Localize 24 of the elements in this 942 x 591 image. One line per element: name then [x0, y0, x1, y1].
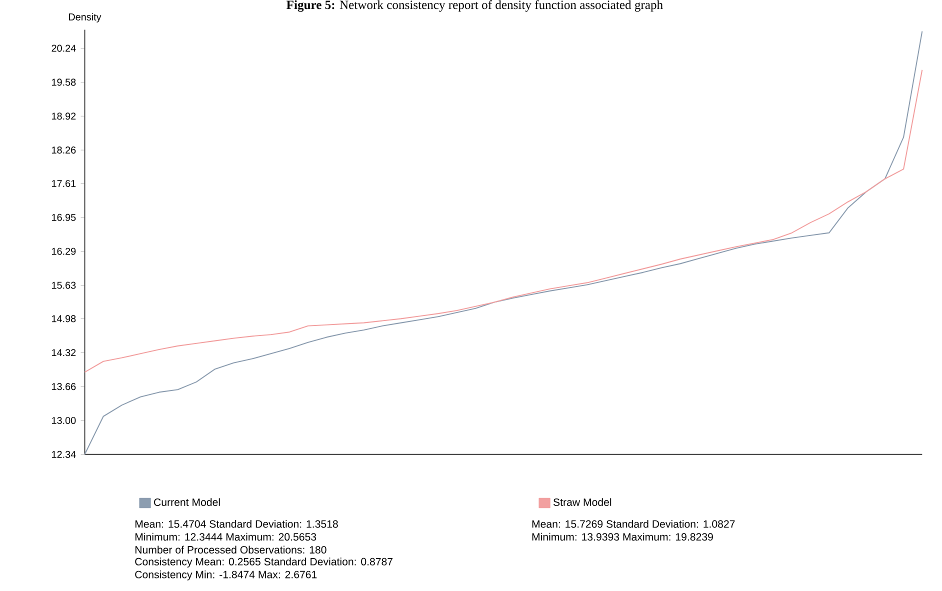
- text: Mean: 15.7269 Standard Deviation: 1.0827: [532, 520, 735, 528]
- y-tick-label: 14.32: [52, 348, 76, 356]
- y-tick-label: 13.00: [52, 416, 76, 424]
- text: Number of Processed Observations: 180: [135, 546, 326, 554]
- text: Minimum: 12.3444 Maximum: 20.5653: [135, 532, 316, 540]
- legend-label: Straw Model: [553, 498, 612, 506]
- y-axis-title: Density: [69, 13, 102, 22]
- y-tick-label: 13.66: [52, 382, 76, 390]
- y-tick-label: 16.29: [52, 248, 76, 255]
- text: Consistency Min: -1.8474 Max: 2.6761: [135, 570, 317, 580]
- chart-title: Figure 5: Network consistency report of density function associated graph: [286, 0, 663, 12]
- y-tick-label: 19.58: [52, 78, 76, 86]
- text: Consistency Mean: 0.2565 Standard Deviation: 0.8787: [135, 557, 393, 568]
- y-tick-label: 17.61: [52, 180, 76, 187]
- y-tick-label: 16.95: [52, 214, 76, 221]
- y-tick-label: 18.92: [52, 112, 76, 120]
- text: Minimum: 13.9393 Maximum: 19.8239: [532, 532, 713, 540]
- y-tick-label: 20.24: [52, 44, 76, 52]
- y-tick-label: 14.98: [52, 315, 76, 322]
- y-tick-label: 12.34: [52, 450, 76, 458]
- y-tick-label: 18.26: [52, 146, 76, 154]
- text: Mean: 15.4704 Standard Deviation: 1.3518: [135, 520, 338, 528]
- y-tick-label: 15.63: [52, 282, 76, 289]
- legend-label: Current Model: [154, 498, 220, 506]
